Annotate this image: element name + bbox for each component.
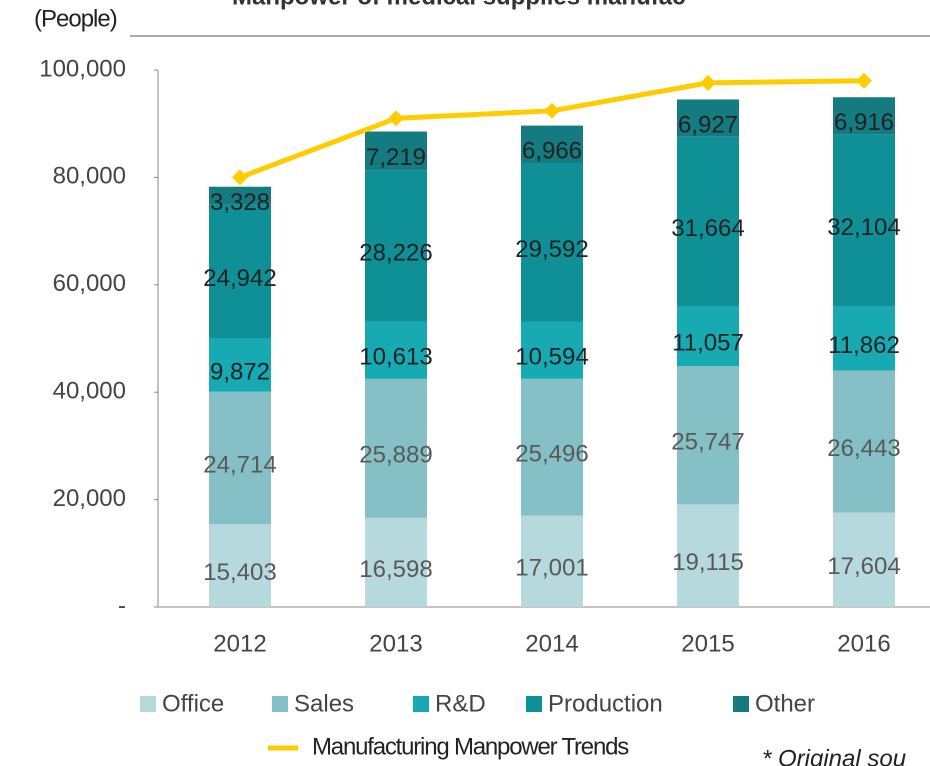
legend-label: Production bbox=[548, 690, 663, 717]
legend-swatch bbox=[272, 696, 288, 712]
trend-marker bbox=[232, 169, 248, 186]
data-label: 6,916 bbox=[834, 109, 894, 136]
bar-segment bbox=[365, 517, 427, 607]
data-label: 26,443 bbox=[827, 435, 900, 462]
data-label: 6,927 bbox=[678, 111, 738, 138]
bar-segment bbox=[365, 378, 427, 518]
bar-segment bbox=[833, 134, 895, 307]
y-tick-label: 40,000 bbox=[53, 378, 126, 405]
bar-segment bbox=[677, 136, 739, 307]
data-label: 24,714 bbox=[203, 451, 276, 478]
data-label: 25,747 bbox=[671, 429, 744, 456]
bar-segment bbox=[209, 338, 271, 392]
bar-segment bbox=[209, 186, 271, 205]
trend-marker bbox=[856, 72, 872, 89]
data-label: 11,057 bbox=[672, 330, 744, 357]
data-label: 7,219 bbox=[366, 144, 426, 171]
data-label: 15,403 bbox=[203, 559, 276, 586]
legend-swatch bbox=[526, 696, 542, 712]
data-label: 3,328 bbox=[210, 189, 270, 216]
bar-segment bbox=[365, 131, 427, 171]
legend-label: Manufacturing Manpower Trends bbox=[312, 733, 629, 760]
data-label: 17,001 bbox=[515, 555, 588, 582]
data-label: 31,664 bbox=[671, 215, 744, 242]
bar-segment bbox=[521, 162, 583, 322]
bar-segment bbox=[521, 378, 583, 516]
bar-segment bbox=[833, 512, 895, 607]
x-tick-label: 2015 bbox=[681, 630, 734, 657]
x-tick-label: 2013 bbox=[369, 630, 422, 657]
x-tick-label: 2014 bbox=[525, 630, 578, 657]
bar-segment bbox=[521, 515, 583, 607]
bar-segment bbox=[521, 321, 583, 379]
bar-segment bbox=[209, 204, 271, 339]
data-label: 32,104 bbox=[827, 214, 900, 241]
data-label: 16,598 bbox=[359, 556, 432, 583]
trend-marker bbox=[700, 74, 716, 91]
chart-title: Manpower of medical supplies manufac bbox=[232, 0, 685, 10]
y-tick-label: 60,000 bbox=[53, 270, 126, 297]
bar-segment bbox=[365, 321, 427, 379]
legend-label: Office bbox=[162, 690, 224, 717]
note: * Original sou bbox=[762, 745, 906, 766]
legend-label: Sales bbox=[294, 690, 354, 717]
legend-label: R&D bbox=[435, 690, 486, 717]
data-label: 9,872 bbox=[210, 358, 270, 385]
data-label: 25,496 bbox=[515, 441, 588, 468]
bar-segment bbox=[677, 99, 739, 137]
data-label: 25,889 bbox=[359, 442, 432, 469]
y-tick-label: - bbox=[118, 592, 126, 619]
bar-segment bbox=[677, 306, 739, 367]
y-axis-label: (People) bbox=[34, 5, 117, 32]
bar-segment bbox=[677, 366, 739, 505]
x-tick-label: 2012 bbox=[213, 630, 266, 657]
data-label: 19,115 bbox=[672, 549, 744, 576]
data-label: 28,226 bbox=[359, 239, 432, 266]
legend-swatch bbox=[140, 696, 156, 712]
data-label: 10,613 bbox=[359, 344, 432, 371]
bar-segment bbox=[365, 170, 427, 322]
bar-segment bbox=[833, 370, 895, 513]
y-tick-label: 80,000 bbox=[53, 163, 126, 190]
bar-segment bbox=[677, 504, 739, 607]
data-label: 6,966 bbox=[522, 138, 582, 165]
data-label: 24,942 bbox=[203, 265, 276, 292]
bar-segment bbox=[209, 524, 271, 607]
data-label: 29,592 bbox=[515, 236, 588, 263]
bar-segment bbox=[833, 306, 895, 371]
bar-segment bbox=[833, 97, 895, 135]
legend-swatch bbox=[733, 696, 749, 712]
y-tick-label: 100,000 bbox=[39, 55, 126, 82]
data-label: 11,862 bbox=[828, 332, 900, 359]
legend-swatch bbox=[413, 696, 429, 712]
data-label: 10,594 bbox=[515, 344, 588, 371]
trend-marker bbox=[544, 102, 560, 119]
y-tick-label: 20,000 bbox=[53, 485, 126, 512]
bar-segment bbox=[521, 125, 583, 163]
bar-segment bbox=[209, 391, 271, 525]
trend-marker bbox=[388, 110, 404, 127]
x-tick-label: 2016 bbox=[837, 630, 890, 657]
legend-label: Other bbox=[755, 690, 815, 717]
data-label: 17,604 bbox=[827, 553, 900, 580]
